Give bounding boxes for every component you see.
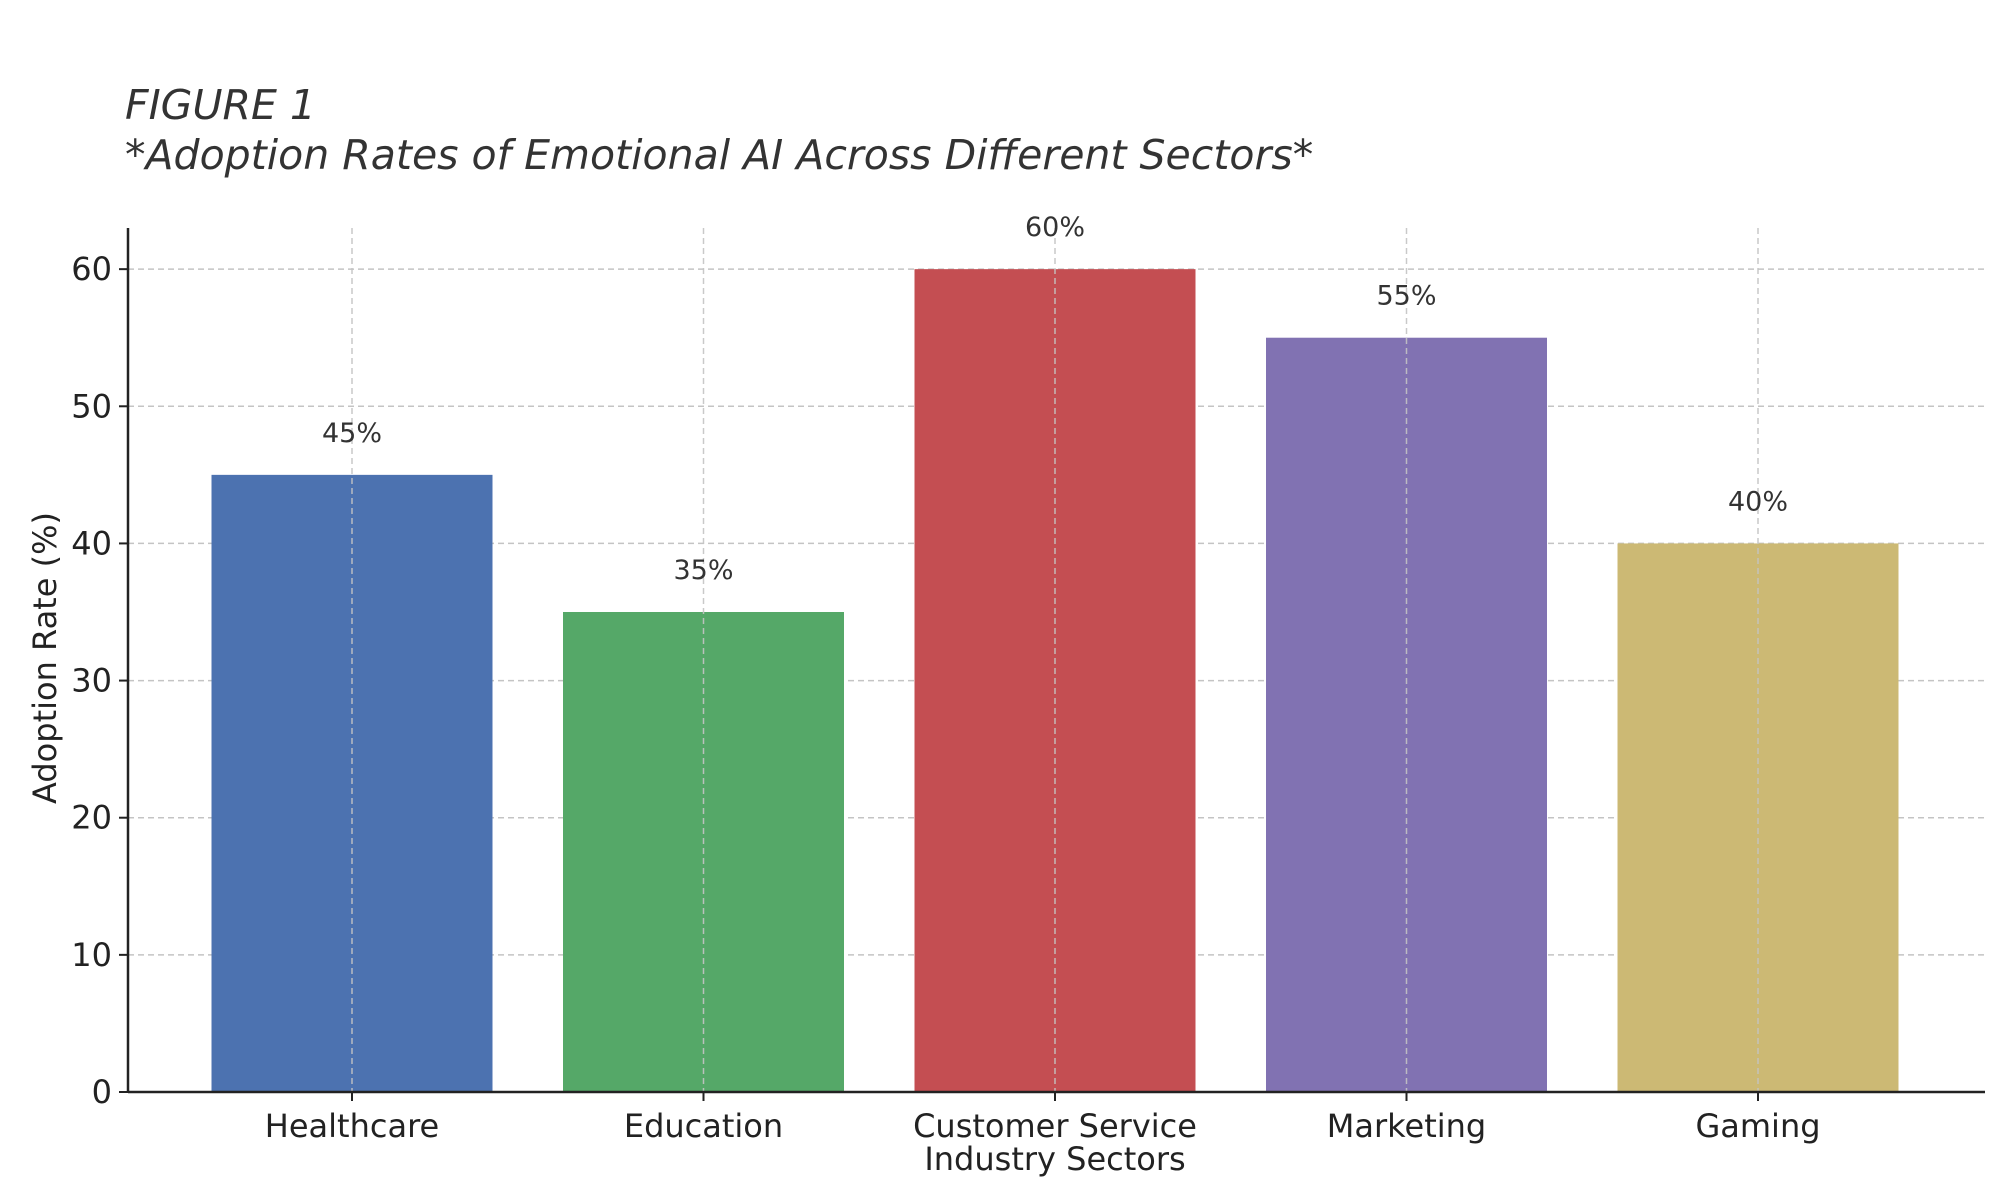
axes — [119, 228, 1985, 1101]
y-axis-label: Adoption Rate (%) — [26, 512, 64, 804]
x-axis-label: Industry Sectors — [924, 1140, 1185, 1178]
labels: 0 10 20 30 40 50 60 Healthcare 45% Education 35% Cu… — [71, 212, 1820, 1145]
x-tick-label: Education — [624, 1107, 783, 1145]
y-tick-label: 0 — [92, 1073, 112, 1111]
x-tick-label: Customer Service — [913, 1107, 1197, 1145]
x-tick-label: Healthcare — [265, 1107, 439, 1145]
vertical-grid-lines — [351, 228, 1759, 1092]
y-tick-label: 60 — [71, 250, 112, 288]
y-tick-label: 10 — [71, 936, 112, 974]
y-tick-label: 40 — [71, 524, 112, 562]
y-tick-label: 30 — [71, 662, 112, 700]
y-tick-label: 50 — [71, 387, 112, 425]
data-label: 40% — [1728, 486, 1788, 517]
figure-heading: FIGURE 1 *Adoption Rates of Emotional AI… — [125, 80, 1313, 180]
data-label: 45% — [322, 418, 382, 449]
x-tick-label: Gaming — [1695, 1107, 1820, 1145]
y-tick-label: 20 — [71, 799, 112, 837]
x-tick-label: Marketing — [1327, 1107, 1486, 1145]
data-label: 55% — [1376, 281, 1436, 312]
data-label: 35% — [673, 555, 733, 586]
figure-label: FIGURE 1 — [125, 81, 316, 129]
chart-title: *Adoption Rates of Emotional AI Across D… — [125, 131, 1314, 179]
data-label: 60% — [1025, 212, 1085, 243]
